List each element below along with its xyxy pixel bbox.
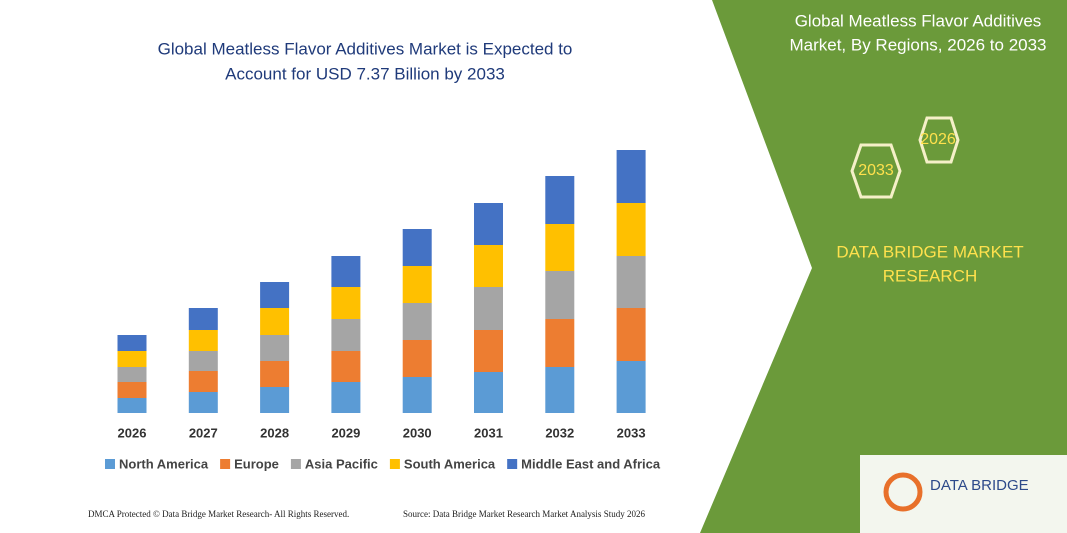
bar-segment: [117, 367, 147, 382]
hexagon: [850, 143, 902, 199]
legend-swatch: [105, 459, 115, 469]
bar-segment: [474, 372, 503, 413]
bar-segment: [188, 351, 218, 371]
bar-segment: [474, 287, 503, 330]
bar-segment: [260, 308, 290, 335]
legend-swatch: [220, 459, 231, 469]
bar-segment: [402, 303, 432, 340]
bar-segment: [474, 330, 503, 372]
bar-segment: [545, 271, 575, 319]
bar-segment: [616, 308, 646, 361]
panel-title: Global Meatless Flavor Additives: [795, 11, 1042, 30]
legend-swatch: [290, 459, 301, 469]
x-tick-label: 2030: [403, 425, 432, 440]
bar-segment: [188, 308, 218, 330]
logo-mark: [883, 472, 923, 512]
footer-left: DMCA Protected © Data Bridge Market Rese…: [88, 509, 349, 519]
bar-segment: [260, 387, 290, 413]
brand-text: RESEARCH: [883, 266, 977, 285]
bar-segment: [260, 335, 290, 361]
plot: 2026 2027 2028 2029 2030 2031 2032 2033 North Am…: [105, 150, 661, 471]
legend-label: Asia Pacific: [305, 456, 378, 471]
x-tick-label: 2029: [331, 425, 360, 440]
bar-segment: [402, 377, 432, 413]
bar-segment: [188, 330, 218, 351]
legend-swatch: [389, 459, 400, 469]
legend-label: Europe: [234, 456, 279, 471]
bar-segment: [402, 229, 432, 266]
x-tick-label: 2026: [118, 425, 147, 440]
x-tick-label: 2028: [260, 425, 289, 440]
bar-segment: [545, 319, 575, 367]
bar-segment: [474, 203, 503, 245]
legend-label: North America: [119, 456, 209, 471]
bar-segment: [616, 203, 646, 256]
legend-label: South America: [404, 456, 496, 471]
bar-segment: [402, 340, 432, 377]
panel-title: Market, By Regions, 2026 to 2033: [789, 35, 1046, 54]
x-tick-label: 2033: [617, 425, 646, 440]
bar-segment: [545, 224, 575, 271]
hex-label: 2026: [920, 131, 956, 148]
brand-text: DATA BRIDGE MARKET: [836, 242, 1023, 261]
chart-title: Global Meatless Flavor Additives Market …: [158, 39, 573, 58]
bar-segment: [402, 266, 432, 303]
bar-segment: [260, 361, 290, 387]
footer-right: Source: Data Bridge Market Research Mark…: [403, 509, 645, 519]
logo-box: [860, 455, 1067, 533]
bar-segment: [545, 176, 575, 224]
bar-segment: [545, 367, 575, 413]
bar-segment: [117, 335, 147, 351]
bar-segment: [331, 287, 361, 319]
x-tick-label: 2032: [545, 425, 574, 440]
bar-segment: [616, 150, 646, 203]
bar-segment: [117, 398, 147, 413]
hex-label: 2033: [858, 162, 894, 179]
bar-segment: [616, 361, 646, 413]
bar-segment: [188, 392, 218, 413]
bar-segment: [331, 256, 361, 287]
bar-segment: [331, 319, 361, 351]
hexagon: [918, 116, 960, 164]
bar-segment: [117, 382, 147, 398]
bar-segment: [260, 282, 290, 308]
legend-swatch: [507, 459, 518, 469]
bar-segment: [331, 351, 361, 382]
x-tick-label: 2031: [474, 425, 503, 440]
bar-segment: [188, 371, 218, 392]
bar-segment: [616, 256, 646, 308]
bar-segment: [117, 351, 147, 367]
chart-title: Account for USD 7.37 Billion by 2033: [225, 64, 505, 83]
bar-segment: [474, 245, 503, 287]
side-panel: [700, 0, 1067, 533]
x-tick-label: 2027: [189, 425, 218, 440]
legend-label: Middle East and Africa: [521, 456, 661, 471]
bar-segment: [331, 382, 361, 413]
logo-text: DATA BRIDGE: [930, 477, 1029, 494]
